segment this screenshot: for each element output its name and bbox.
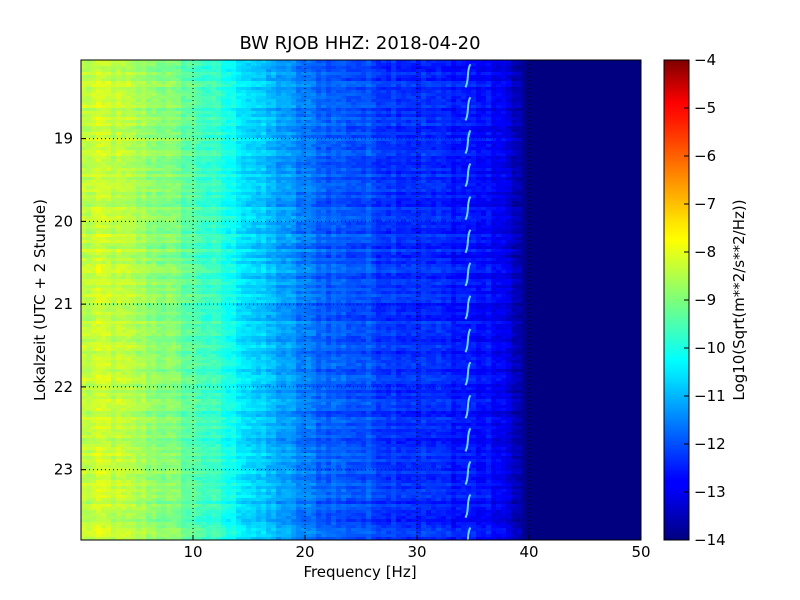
spectrogram-cells (81, 60, 642, 551)
plot-area (81, 60, 642, 551)
chart-title: BW RJOB HHZ: 2018-04-20 (239, 33, 480, 54)
